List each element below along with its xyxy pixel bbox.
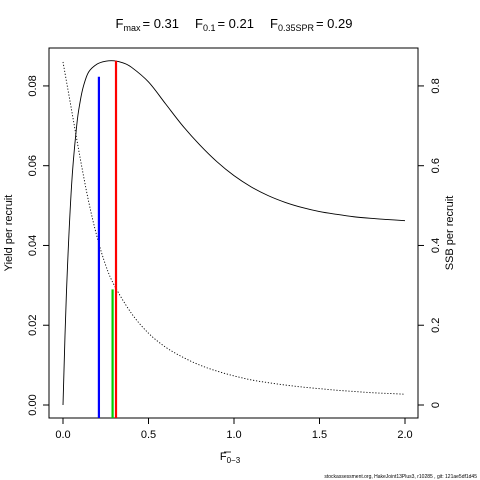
left-y-tick-label: 0.00 [27,394,39,415]
f01-label: F [195,16,203,31]
x-axis: 0.0 0.5 1.0 1.5 2.0 [55,418,413,441]
left-y-tick-label: 0.04 [27,235,39,256]
x-tick-label: 1.5 [312,429,327,441]
series-layer [62,60,406,406]
x-tick-label: 0.0 [55,429,70,441]
reference-lines [97,60,118,418]
right-y-axis: 0 0.2 0.4 0.6 0.8 [418,78,442,408]
left-y-tick-label: 0.08 [27,75,39,96]
f035-subscript: 0.35SPR [278,23,315,33]
right-y-tick-label: 0.6 [430,158,442,173]
right-y-tick-label: 0 [430,402,442,408]
f035-label: F [270,16,278,31]
left-y-tick-label: 0.02 [27,315,39,336]
left-y-axis: 0.00 0.02 0.04 0.06 0.08 [27,75,49,416]
x-axis-title: F0−3 [220,451,241,465]
footer-note: stockassessment.org, HakeJoint13Plus3, r… [324,474,477,480]
f01-value: = 0.21 [217,16,254,31]
fmax-subscript: max [123,23,141,33]
x-tick-label: 2.0 [397,429,412,441]
right-y-tick-label: 0.4 [430,238,442,253]
ssb-per-recruit-line [62,61,406,395]
left-y-axis-title: Yield per recruit [3,195,15,272]
x-axis-label: F [220,451,227,463]
left-y-tick-label: 0.06 [27,155,39,176]
x-axis-subscript: 0−3 [227,456,241,465]
x-tick-label: 0.5 [141,429,156,441]
yield-per-recruit-line [62,60,406,406]
f01-subscript: 0.1 [203,23,216,33]
fmax-value: = 0.31 [142,16,179,31]
fmax-label: F [116,16,124,31]
right-y-axis-title: SSB per recruit [444,196,456,271]
x-tick-label: 1.0 [226,429,241,441]
right-y-tick-label: 0.8 [430,78,442,93]
f035-value: = 0.29 [316,16,353,31]
plot-frame [48,47,419,419]
right-y-tick-label: 0.2 [430,318,442,333]
chart-title: Fmax = 0.31 F0.1 = 0.21 F0.35SPR = 0.29 [116,16,353,33]
